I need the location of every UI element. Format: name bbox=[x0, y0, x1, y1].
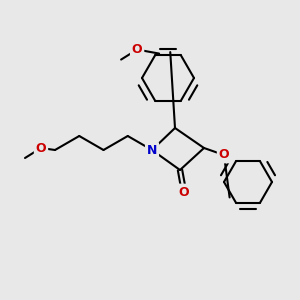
Text: O: O bbox=[132, 43, 142, 56]
Text: O: O bbox=[179, 185, 189, 199]
Text: O: O bbox=[219, 148, 229, 161]
Text: O: O bbox=[36, 142, 46, 154]
Text: N: N bbox=[147, 143, 157, 157]
